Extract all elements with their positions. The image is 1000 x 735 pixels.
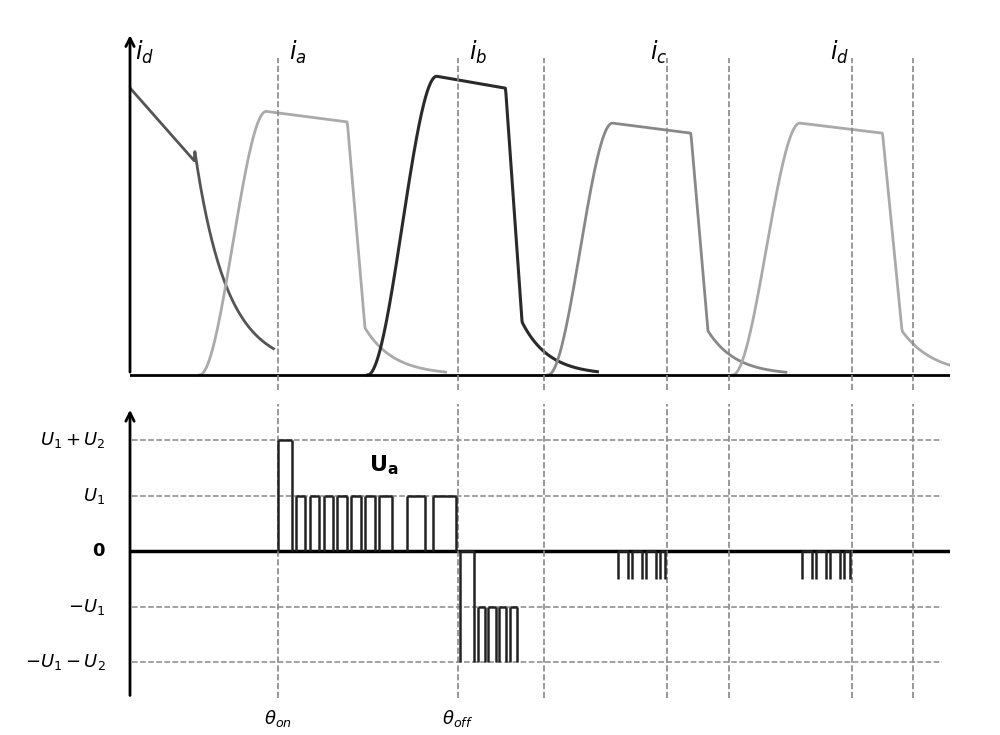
Text: $-U_1-U_2$: $-U_1-U_2$ <box>25 652 105 673</box>
Text: $i_c$: $i_c$ <box>650 39 668 66</box>
Text: $\mathbf{0}$: $\mathbf{0}$ <box>92 542 105 560</box>
Text: $i_a$: $i_a$ <box>289 39 307 66</box>
Text: $i_d$: $i_d$ <box>135 39 154 66</box>
Text: $i_d$: $i_d$ <box>830 39 849 66</box>
Text: $\mathbf{U_a}$: $\mathbf{U_a}$ <box>369 453 399 477</box>
Text: $U_1+U_2$: $U_1+U_2$ <box>40 430 105 451</box>
Text: $i_b$: $i_b$ <box>469 39 488 66</box>
Text: $\theta_{on}$: $\theta_{on}$ <box>264 708 292 728</box>
Text: $-U_1$: $-U_1$ <box>68 597 105 617</box>
Text: $U_1$: $U_1$ <box>83 486 105 506</box>
Text: $\theta_{off}$: $\theta_{off}$ <box>442 708 474 728</box>
